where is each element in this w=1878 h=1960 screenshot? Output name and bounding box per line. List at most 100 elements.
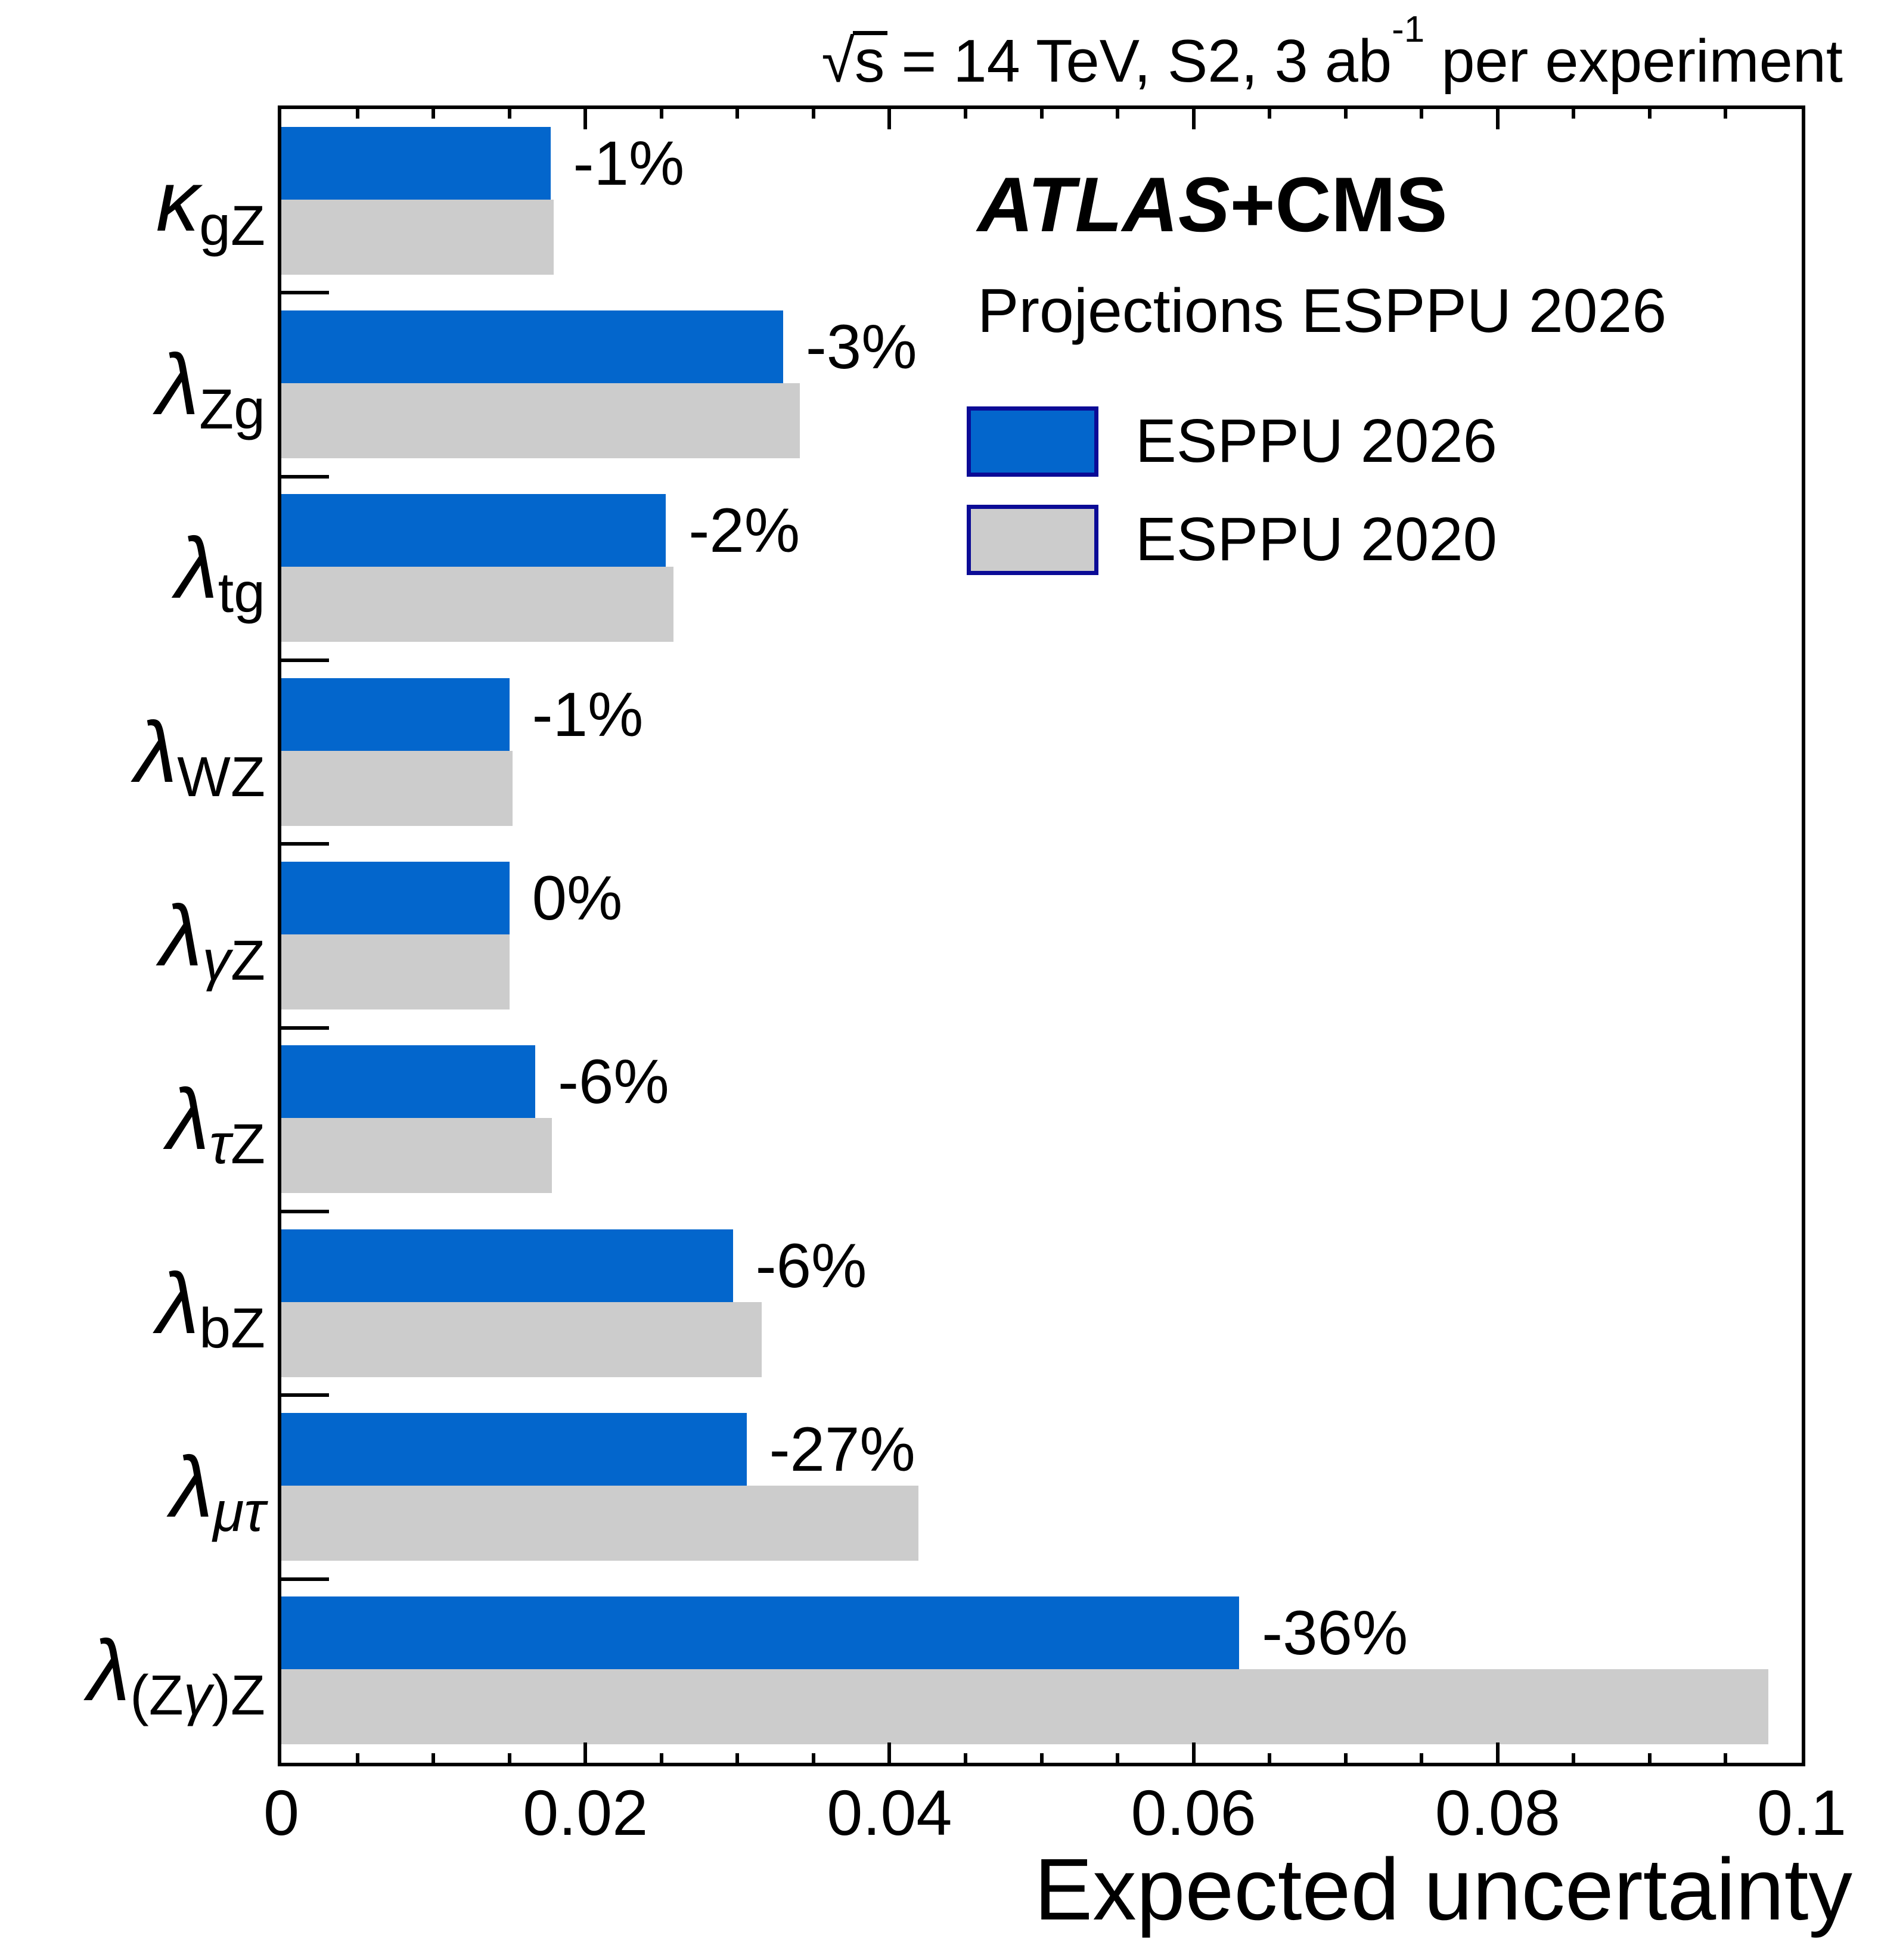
bar-esppu2026-ltg [281,494,666,567]
x-major-tick-top [1495,109,1500,129]
x-major-tick-bottom [1191,1742,1196,1763]
y-axis-group-tick [281,291,329,295]
x-major-tick-top [1191,109,1196,129]
legend-label-esppu2020: ESPPU 2020 [1135,505,1497,573]
y-axis-label-lmutau: λ μτ [170,1436,265,1543]
y-label-main-lbZ: λ [156,1254,200,1352]
change-label-lZgammaZ: -36% [1262,1598,1408,1669]
luminosity-exponent: -1 [1392,9,1425,51]
y-axis-label-ltg: λ tg [175,518,265,622]
y-label-main-lgammaZ: λ [160,887,203,984]
y-axis-group-tick [281,1026,329,1030]
bar-esppu2026-kgZ [281,126,551,200]
y-label-main-lmutau: λ [170,1438,213,1535]
y-axis-group-tick [281,1577,329,1581]
y-axis-group-tick [281,658,329,662]
x-minor-tick-bottom [1420,1753,1424,1763]
bar-esppu2020-lmutau [281,1485,918,1561]
x-minor-tick-bottom [1647,1753,1652,1763]
sqrt-symbol: √ [821,28,855,95]
x-major-tick-bottom [583,1742,588,1763]
y-label-main-lZg: λ [156,336,200,433]
y-label-sub-lbZ: bZ [199,1296,265,1360]
x-minor-tick-top [659,109,663,119]
x-minor-tick-bottom [432,1753,436,1763]
bar-esppu2020-lbZ [281,1302,762,1377]
x-minor-tick-top [1572,109,1576,119]
y-label-sub-lZg: Zg [199,377,265,441]
change-label-lZg: -3% [805,312,917,382]
x-minor-tick-top [1039,109,1044,119]
projections-subtitle: Projections ESPPU 2026 [977,277,1667,346]
x-minor-tick-top [1343,109,1348,119]
experiment-atlas: ATLAS [977,161,1230,248]
plot-condition-title: √s = 14 TeV, S2, 3 ab-1 per experiment [821,11,1843,95]
x-minor-tick-bottom [659,1753,663,1763]
bar-esppu2026-lWZ [281,678,510,751]
x-minor-tick-top [1647,109,1652,119]
y-axis-group-tick [281,1210,329,1213]
x-major-tick-top [887,109,892,129]
y-axis-label-lZg: λ Zg [156,334,265,441]
bar-esppu2026-ltauZ [281,1045,536,1119]
y-axis-label-lbZ: λ bZ [156,1253,265,1360]
x-minor-tick-top [963,109,967,119]
x-major-tick-bottom [887,1742,892,1763]
bar-esppu2020-lZgammaZ [281,1669,1768,1745]
y-label-main-kgZ: κ [156,152,200,249]
x-minor-tick-top [735,109,740,119]
y-label-sub-lmutau: μτ [213,1480,265,1543]
x-minor-tick-bottom [1268,1753,1272,1763]
x-tick-label-0.1: 0.1 [1756,1776,1847,1849]
bar-esppu2020-lgammaZ [281,934,510,1009]
bar-esppu2026-lbZ [281,1229,733,1302]
legend-label-esppu2026: ESPPU 2026 [1135,406,1497,475]
y-axis-group-tick [281,474,329,479]
y-label-sub-lgammaZ: γZ [202,928,265,992]
x-tick-label-0: 0 [263,1776,300,1849]
change-label-lmutau: -27% [769,1414,915,1484]
y-label-main-lZgammaZ: λ [87,1622,131,1719]
x-tick-label-0.04: 0.04 [827,1776,952,1849]
x-tick-label-0.06: 0.06 [1131,1776,1256,1849]
x-tick-label-0.02: 0.02 [523,1776,648,1849]
x-minor-tick-top [1268,109,1272,119]
y-axis-label-lWZ: λ WZ [135,701,265,809]
y-axis-group-tick [281,1393,329,1397]
bar-esppu2020-kgZ [281,199,554,275]
bar-esppu2026-lZgammaZ [281,1596,1240,1670]
y-axis-label-lZgammaZ: λ (Zγ)Z [87,1620,265,1724]
bar-esppu2026-lZg [281,310,783,383]
x-minor-tick-bottom [1572,1753,1576,1763]
y-axis-label-lgammaZ: λ γZ [160,885,265,992]
bar-esppu2020-ltg [281,567,674,642]
x-minor-tick-bottom [355,1753,359,1763]
y-axis-label-ltauZ: λ τZ [167,1069,265,1176]
x-minor-tick-top [507,109,511,119]
y-label-sub-lWZ: WZ [177,745,265,809]
experiment-label: ATLAS+CMS [977,166,1447,243]
y-label-sub-ltauZ: τZ [209,1113,265,1176]
change-label-ltauZ: -6% [558,1047,669,1117]
bar-esppu2020-ltauZ [281,1118,552,1194]
x-tick-label-0.08: 0.08 [1435,1776,1560,1849]
x-minor-tick-bottom [1116,1753,1120,1763]
x-minor-tick-top [1420,109,1424,119]
x-minor-tick-bottom [1724,1753,1728,1763]
y-label-main-ltg: λ [175,520,218,617]
plot-area: -1% -3% -2% -1% 0% -6% -6% -27% -36% [278,105,1805,1766]
x-minor-tick-bottom [735,1753,740,1763]
bar-esppu2020-lWZ [281,750,513,826]
x-minor-tick-bottom [811,1753,815,1763]
x-minor-tick-bottom [1343,1753,1348,1763]
x-major-tick-top [583,109,588,129]
x-major-tick-bottom [1495,1742,1500,1763]
x-minor-tick-bottom [963,1753,967,1763]
legend-swatch-esppu2026 [967,406,1098,477]
change-label-lgammaZ: 0% [532,863,623,933]
x-minor-tick-top [1116,109,1120,119]
legend-swatch-esppu2020 [967,505,1098,575]
bar-esppu2026-lmutau [281,1412,747,1486]
y-axis-group-tick [281,842,329,846]
